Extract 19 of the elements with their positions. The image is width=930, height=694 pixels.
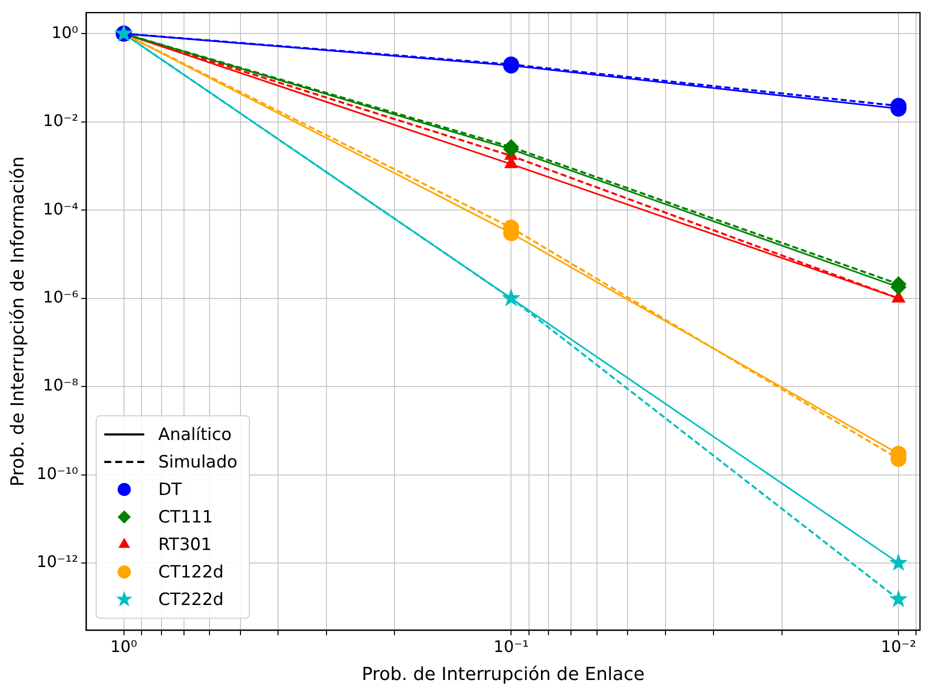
x-tick-label: 10⁰ xyxy=(110,636,138,656)
y-tick-label: 10⁻¹⁰ xyxy=(36,464,78,483)
legend-label: Simulado xyxy=(158,452,238,472)
y-tick-label: 10⁻⁶ xyxy=(43,287,78,306)
y-axis-title: Prob. de Interrupción de Información xyxy=(7,156,28,486)
y-tick-label: 10⁻⁸ xyxy=(43,376,78,395)
legend-label: DT xyxy=(158,480,182,500)
x-tick-label: 10⁻¹ xyxy=(494,636,529,656)
legend-label: CT122d xyxy=(158,562,224,582)
legend-label: RT301 xyxy=(158,534,212,555)
y-tick-label: 10⁻¹² xyxy=(36,552,78,572)
legend-label: CT111 xyxy=(158,507,213,528)
x-axis-title: Prob. de Interrupción de Enlace xyxy=(362,664,645,685)
y-tick-label: 10⁰ xyxy=(51,22,78,42)
x-tick-label: 10⁻² xyxy=(880,636,916,656)
y-tick-label: 10⁻⁴ xyxy=(43,199,78,218)
legend-label: CT222d xyxy=(158,590,224,610)
legend-label: Analítico xyxy=(158,424,232,445)
y-tick-label: 10⁻² xyxy=(43,111,78,130)
